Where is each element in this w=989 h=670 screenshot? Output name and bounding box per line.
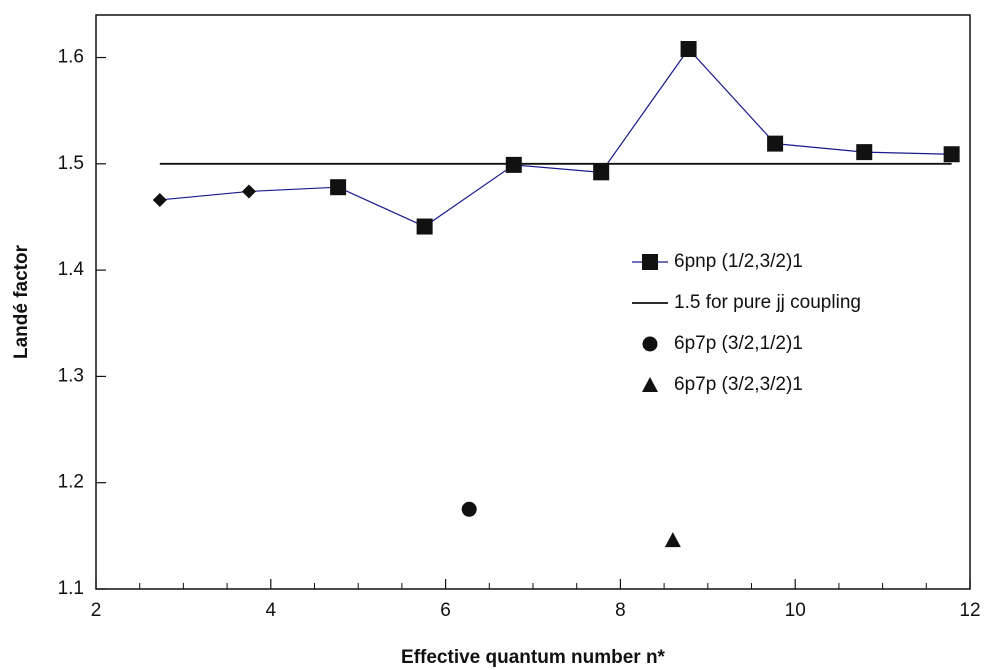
data-point	[767, 135, 784, 152]
y-tick-label: 1.5	[58, 153, 84, 174]
data-point	[664, 532, 681, 548]
y-axis-title: Landé factor	[11, 244, 32, 359]
data-point	[505, 156, 522, 173]
legend-label: 6p7p (3/2,3/2)1	[674, 374, 803, 395]
data-point	[152, 192, 167, 207]
data-point	[680, 41, 697, 58]
series-line	[159, 48, 952, 228]
data-point	[943, 146, 960, 163]
x-tick-label: 4	[266, 600, 277, 621]
x-axis-title: Effective quantum number n*	[401, 647, 666, 668]
y-tick-label: 1.2	[58, 472, 84, 493]
legend-marker	[642, 336, 658, 352]
legend-marker	[642, 254, 658, 270]
data-point	[330, 179, 347, 196]
data-point	[593, 164, 610, 181]
y-tick-label: 1.3	[58, 365, 84, 386]
legend-label: 6pnp (1/2,3/2)1	[674, 251, 803, 272]
legend-label: 1.5 for pure jj coupling	[674, 292, 861, 313]
data-point	[416, 218, 433, 235]
x-tick-label: 12	[959, 600, 980, 621]
x-tick-label: 2	[91, 600, 102, 621]
legend-label: 6p7p (3/2,1/2)1	[674, 333, 803, 354]
y-tick-label: 1.6	[58, 47, 84, 68]
x-tick-label: 10	[785, 600, 806, 621]
data-point	[461, 501, 477, 517]
y-tick-label: 1.1	[58, 578, 84, 599]
legend-marker	[642, 377, 658, 392]
data-point	[241, 184, 256, 199]
y-tick-label: 1.4	[58, 259, 85, 280]
x-tick-label: 6	[440, 600, 451, 621]
x-tick-label: 8	[615, 600, 626, 621]
data-point	[856, 144, 873, 161]
